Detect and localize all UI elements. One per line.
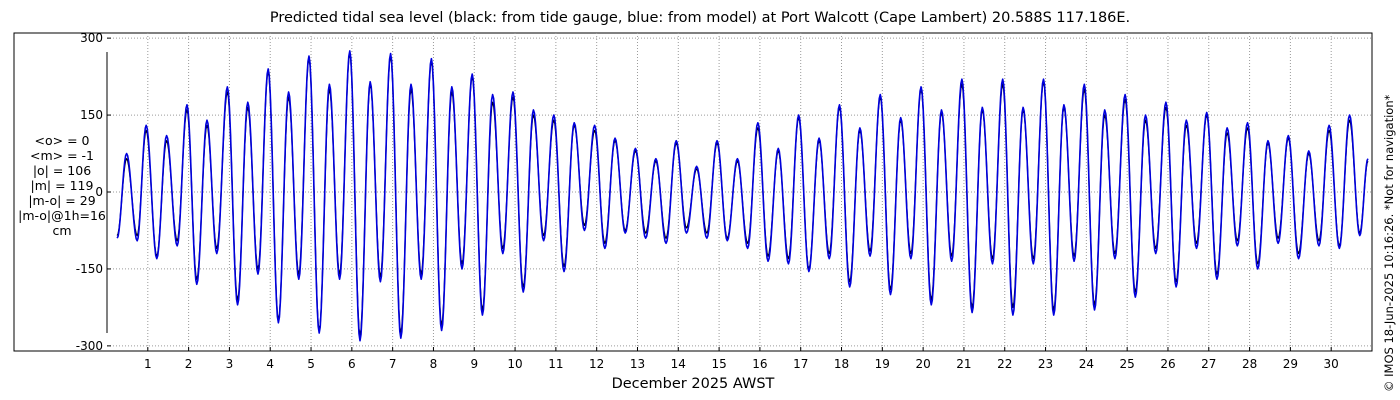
series-line-model: [116, 50, 1369, 342]
x-tick-label: 4: [266, 357, 274, 371]
x-tick-label: 17: [793, 357, 808, 371]
x-tick-label: 19: [875, 357, 890, 371]
stat-abs-model: |m| = 119: [30, 178, 94, 193]
grid-lines: [107, 33, 1372, 351]
x-tick-label: 1: [144, 357, 152, 371]
x-tick-label: 15: [711, 357, 726, 371]
x-tick-label: 24: [1079, 357, 1094, 371]
x-tick-label: 21: [956, 357, 971, 371]
y-tick-label: -150: [76, 262, 103, 276]
x-tick-label: 2: [185, 357, 193, 371]
x-tick-label: 22: [997, 357, 1012, 371]
x-tick-label: 14: [671, 357, 686, 371]
series-layer: [116, 50, 1369, 342]
y-tick-label: 150: [80, 108, 103, 122]
stat-abs-observed: |o| = 106: [32, 163, 92, 178]
chart-frame: [13, 32, 1373, 352]
x-tick-label: 3: [226, 357, 234, 371]
x-tick-label: 16: [752, 357, 767, 371]
x-tick-label: 10: [507, 357, 522, 371]
x-axis-label: December 2025 AWST: [611, 376, 775, 392]
chart-title: Predicted tidal sea level (black: from t…: [269, 10, 1131, 26]
x-tick-label: 26: [1160, 357, 1175, 371]
stats-panel: <o> = 0 <m> = -1 |o| = 106 |m| = 119 |m-…: [10, 133, 114, 238]
x-tick-label: 25: [1120, 357, 1135, 371]
x-tick-label: 12: [589, 357, 604, 371]
x-tick-label: 6: [348, 357, 356, 371]
copyright-note: © IMOS 18-Jun-2025 10:16:26. *Not for na…: [1382, 94, 1396, 392]
stat-abs-diff-1h: |m-o|@1h=16: [18, 208, 106, 223]
x-tick-label: 7: [389, 357, 397, 371]
x-tick-label: 5: [307, 357, 315, 371]
x-tick-label: 13: [630, 357, 645, 371]
x-tick-label: 18: [834, 357, 849, 371]
y-tick-label: -300: [76, 339, 103, 353]
y-axis-ticks: -300 -150 0 150 300: [76, 31, 111, 353]
stat-abs-diff: |m-o| = 29: [28, 193, 96, 208]
x-tick-label: 20: [915, 357, 930, 371]
x-tick-label: 8: [430, 357, 438, 371]
y-tick-label: 0: [95, 185, 103, 199]
x-tick-label: 28: [1242, 357, 1257, 371]
x-tick-label: 27: [1201, 357, 1216, 371]
stat-mean-observed: <o> = 0: [34, 133, 90, 148]
stat-units: cm: [52, 223, 72, 238]
x-tick-label: 9: [470, 357, 478, 371]
x-tick-label: 23: [1038, 357, 1053, 371]
x-tick-label: 30: [1324, 357, 1339, 371]
y-tick-label: 300: [80, 31, 103, 45]
stat-mean-model: <m> = -1: [29, 148, 94, 163]
x-axis-ticks: 1 2 3 4 5 6 7 8 9 10 11 12 13 14 15 16 17 18 19 20 21 22 23 24 2…: [144, 347, 1339, 371]
x-tick-label: 29: [1283, 357, 1298, 371]
x-tick-label: 11: [548, 357, 563, 371]
